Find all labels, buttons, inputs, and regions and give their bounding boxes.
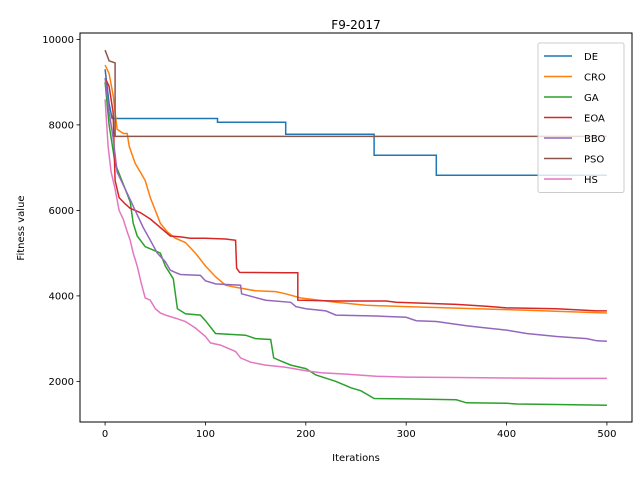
x-tick-label: 200	[296, 429, 315, 440]
x-tick-label: 500	[597, 429, 616, 440]
legend-label-de: DE	[584, 52, 598, 63]
legend-label-pso: PSO	[584, 155, 604, 166]
legend-label-cro: CRO	[584, 73, 606, 84]
y-axis-label: Fitness value	[16, 195, 27, 260]
legend-label-hs: HS	[584, 175, 598, 186]
x-tick-label: 100	[196, 429, 215, 440]
y-tick-label: 8000	[49, 120, 74, 131]
legend-label-ga: GA	[584, 93, 599, 104]
legend-label-eoa: EOA	[584, 114, 605, 125]
x-tick-label: 0	[102, 429, 108, 440]
y-tick-label: 10000	[42, 35, 74, 46]
legend-label-bbo: BBO	[584, 134, 606, 145]
x-tick-label: 400	[497, 429, 516, 440]
x-axis-label: Iterations	[332, 453, 380, 464]
x-tick-label: 300	[397, 429, 416, 440]
y-tick-label: 2000	[49, 377, 74, 388]
y-tick-label: 4000	[49, 291, 74, 302]
y-tick-label: 6000	[49, 206, 74, 217]
legend: DE CRO GA EOA BBO PSO HS	[538, 43, 624, 193]
chart-title: F9-2017	[331, 18, 380, 32]
